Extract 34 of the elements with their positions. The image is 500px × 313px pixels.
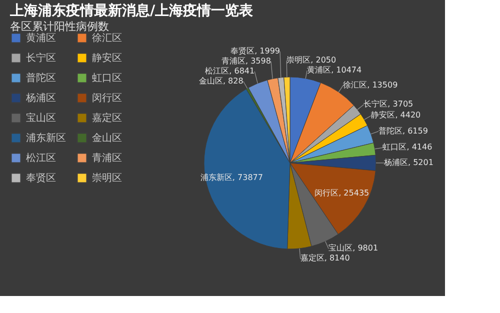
legend-label: 黄浦区	[26, 32, 56, 44]
legend-label: 长宁区	[26, 52, 56, 64]
data-label: 黄浦区, 10474	[307, 66, 362, 75]
legend-label: 青浦区	[92, 152, 122, 164]
legend-label: 虹口区	[92, 72, 122, 84]
legend-label: 奉贤区	[26, 172, 56, 184]
legend-label: 嘉定区	[92, 112, 122, 124]
data-label: 普陀区, 6159	[378, 126, 428, 136]
legend-label: 杨浦区	[25, 92, 56, 104]
data-label: 浦东新区, 73877	[200, 172, 263, 182]
data-label: 杨浦区, 5201	[383, 158, 434, 167]
legend-label: 静安区	[92, 52, 122, 64]
legend-label: 崇明区	[92, 172, 122, 184]
data-label: 松江区, 6841	[205, 66, 255, 76]
text: 上海浦东疫情最新消息/上海疫情一览表	[9, 2, 254, 19]
legend-label: 金山区	[92, 132, 122, 144]
legend-label: 宝山区	[26, 112, 56, 124]
legend-label: 松江区	[26, 152, 56, 164]
data-label: 长宁区, 3705	[364, 100, 414, 109]
data-label: 金山区, 828	[198, 76, 244, 86]
data-label: 宝山区, 9801	[328, 244, 378, 253]
data-label: 奉贤区, 1999	[230, 46, 280, 56]
legend-label: 闵行区	[92, 92, 122, 104]
data-label: 闵行区, 25435	[314, 188, 370, 198]
legend-label: 徐汇区	[92, 32, 122, 44]
chart-title: 各区累计阳性病例数	[10, 20, 109, 33]
data-label: 虹口区, 4146	[382, 142, 432, 152]
legend-label: 普陀区	[26, 72, 56, 84]
data-label: 崇明区, 2050	[286, 56, 336, 65]
data-label: 青浦区, 3598	[222, 56, 271, 66]
data-label: 嘉定区, 8140	[300, 254, 350, 263]
data-label: 静安区, 4420	[371, 110, 421, 120]
legend-label: 浦东新区	[26, 132, 66, 144]
data-label: 徐汇区, 13509	[343, 80, 398, 90]
